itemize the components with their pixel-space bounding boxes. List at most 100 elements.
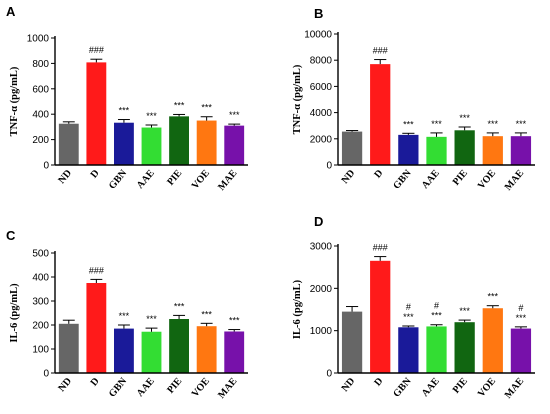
y-tick-label: 1000 — [310, 326, 333, 337]
bar-d — [86, 283, 107, 373]
significance-label: ### — [373, 46, 388, 56]
bar-d — [86, 62, 107, 165]
significance-label: *** — [431, 119, 442, 129]
bar-aae — [426, 136, 447, 165]
significance-label: *** — [516, 313, 527, 323]
error-bar-gbn — [117, 324, 130, 329]
error-bar-nd — [345, 306, 359, 312]
significance-label: # — [406, 302, 411, 312]
y-tick-label: 400 — [32, 110, 49, 121]
x-tick-label: ND — [56, 376, 74, 394]
bar-mae — [510, 328, 532, 373]
bar-gbn — [398, 327, 419, 373]
significance-label: *** — [488, 292, 499, 302]
error-bar-voe — [200, 116, 213, 121]
x-tick-label: VOE — [476, 168, 498, 192]
error-bar-pie — [458, 126, 471, 131]
y-axis-title: TNF-α (pg/mL) — [292, 64, 303, 134]
panel-letter: D — [314, 214, 323, 229]
y-tick-label: 0 — [326, 161, 332, 172]
y-axis-title: TNF-α (pg/mL) — [9, 66, 20, 136]
y-tick-label: 600 — [32, 84, 49, 95]
x-tick-label: AAE — [420, 168, 442, 191]
error-bar-gbn — [117, 119, 130, 123]
panel-letter: A — [6, 4, 16, 19]
x-tick-label: D — [89, 168, 102, 181]
significance-label: *** — [201, 309, 212, 319]
x-tick-label: ND — [340, 168, 358, 186]
error-bar-nd — [62, 319, 75, 324]
error-bar-voe — [200, 322, 213, 327]
y-tick-label: 400 — [32, 273, 49, 284]
bar-pie — [169, 116, 189, 165]
panel-letter: B — [314, 6, 323, 21]
x-tick-label: MAE — [216, 168, 240, 193]
bar-mae — [224, 125, 245, 165]
error-bar-mae — [514, 132, 528, 137]
chart-panel-a: A TNF-α (pg/mL) 0 200 400 600 800 1000 ND ### D ***… — [6, 4, 248, 193]
bar-mae — [224, 331, 245, 373]
error-bar-mae — [228, 329, 241, 332]
bar-aae — [141, 127, 162, 165]
significance-label: # — [434, 301, 439, 311]
significance-label: *** — [403, 119, 414, 129]
x-tick-label: PIE — [451, 376, 470, 396]
y-tick-label: 800 — [32, 59, 49, 70]
x-tick-label: D — [372, 168, 385, 181]
bar-pie — [169, 319, 189, 373]
y-tick-label: 200 — [32, 135, 49, 146]
bar-voe — [482, 136, 503, 165]
x-tick-label: D — [89, 376, 102, 389]
y-tick-label: 4000 — [310, 108, 333, 119]
x-tick-label: GBN — [391, 167, 414, 191]
x-tick-label: ND — [340, 376, 358, 394]
significance-label: *** — [431, 311, 442, 321]
significance-label: *** — [174, 301, 185, 311]
y-tick-label: 6000 — [310, 82, 333, 93]
bar-gbn — [114, 122, 134, 165]
chart-panel-b: B TNF-α (pg/mL) 0 2000 4000 6000 8000 10000 ND ##… — [292, 6, 535, 193]
bar-nd — [58, 123, 79, 165]
error-bar-aae — [430, 324, 443, 327]
bar-aae — [141, 331, 162, 373]
significance-label: *** — [174, 100, 185, 110]
x-tick-label: AAE — [420, 376, 442, 399]
error-bar-aae — [430, 132, 443, 137]
y-tick-label: 10000 — [304, 30, 332, 41]
y-tick-label: 8000 — [310, 56, 333, 67]
error-bar-d — [374, 59, 387, 65]
significance-label: *** — [403, 312, 414, 322]
bar-nd — [341, 131, 363, 165]
bar-voe — [196, 326, 217, 373]
significance-label: ### — [89, 45, 104, 55]
x-tick-label: D — [372, 376, 385, 389]
x-tick-label: ND — [56, 168, 74, 186]
significance-label: *** — [459, 113, 470, 123]
x-tick-label: VOE — [190, 168, 212, 192]
error-bar-gbn — [402, 325, 415, 328]
y-tick-label: 0 — [43, 369, 49, 380]
error-bar-pie — [173, 314, 186, 319]
y-tick-label: 300 — [32, 297, 49, 308]
panel-letter: C — [6, 228, 16, 243]
significance-label: *** — [229, 110, 240, 120]
x-tick-label: AAE — [135, 376, 157, 399]
bar-pie — [454, 130, 475, 165]
error-bar-voe — [486, 132, 499, 137]
error-bar-mae — [514, 326, 528, 329]
y-tick-label: 200 — [32, 321, 49, 332]
significance-label: *** — [146, 314, 157, 324]
bar-nd — [58, 323, 79, 373]
error-bar-pie — [458, 319, 471, 323]
y-tick-label: 0 — [43, 161, 49, 172]
x-tick-label: PIE — [451, 168, 470, 188]
error-bar-pie — [173, 113, 186, 117]
bar-pie — [454, 322, 475, 373]
y-tick-label: 100 — [32, 345, 49, 356]
error-bar-gbn — [402, 132, 415, 135]
bar-voe — [482, 308, 503, 373]
bar-voe — [196, 120, 217, 165]
x-tick-label: GBN — [107, 167, 130, 191]
x-tick-label: GBN — [391, 375, 414, 399]
bar-gbn — [398, 134, 419, 165]
